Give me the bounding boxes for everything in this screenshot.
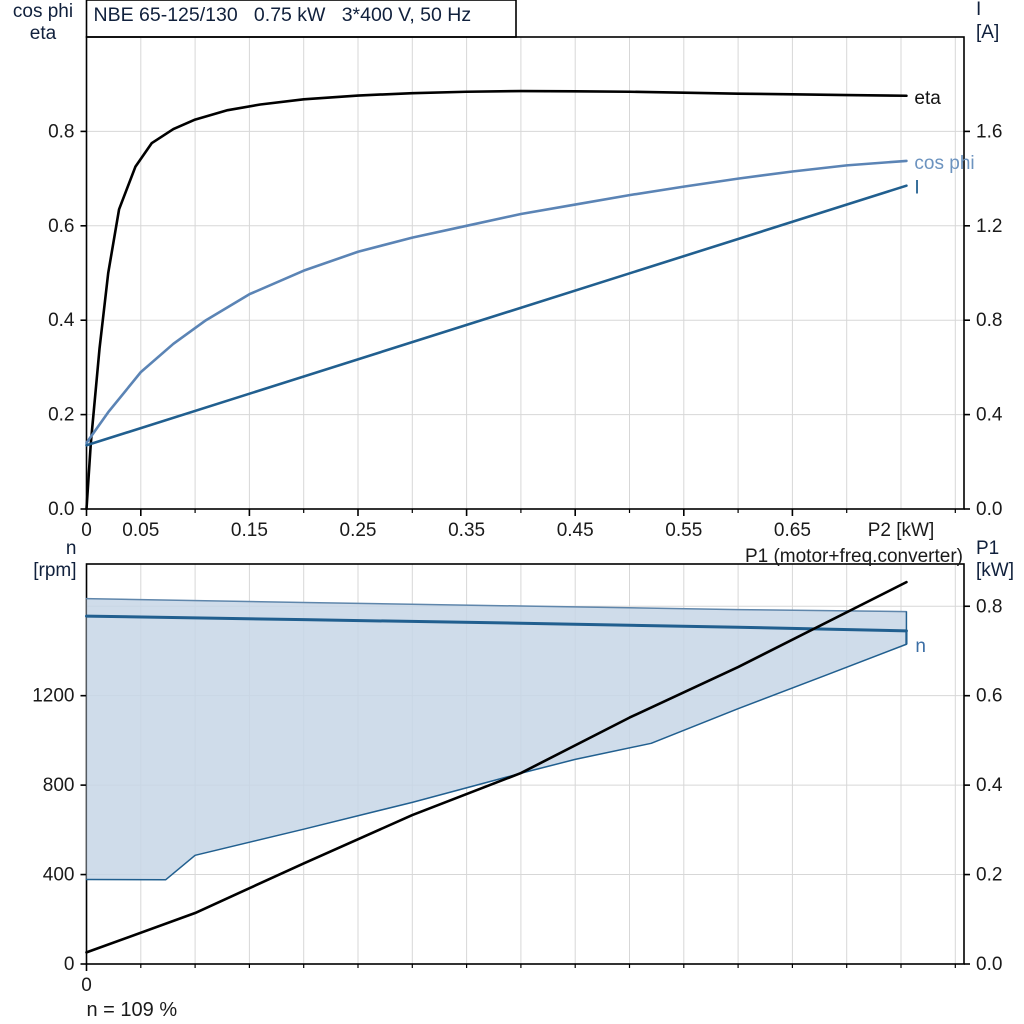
svg-text:0.0: 0.0: [976, 499, 1002, 520]
svg-text:0.4: 0.4: [48, 310, 75, 331]
svg-text:n = 109 %: n = 109 %: [87, 999, 178, 1021]
svg-text:0.6: 0.6: [976, 686, 1002, 707]
svg-text:0.8: 0.8: [48, 121, 74, 142]
svg-text:eta: eta: [30, 23, 57, 44]
svg-text:NBE 65-125/130 0.75 kW 3*4: NBE 65-125/130 0.75 kW 3*400 V, 50 Hz: [94, 4, 472, 26]
svg-text:0.2: 0.2: [48, 405, 74, 426]
svg-text:0.25: 0.25: [340, 520, 377, 541]
svg-text:0: 0: [64, 954, 75, 975]
svg-text:[kW]: [kW]: [976, 560, 1014, 581]
svg-text:0.8: 0.8: [976, 596, 1002, 617]
svg-text:0.8: 0.8: [976, 310, 1002, 331]
svg-text:0.15: 0.15: [231, 520, 268, 541]
svg-text:cos phi: cos phi: [13, 1, 73, 22]
svg-text:n: n: [66, 538, 77, 559]
svg-text:I: I: [914, 178, 919, 199]
svg-text:0.35: 0.35: [448, 520, 485, 541]
svg-text:P2 [kW]: P2 [kW]: [868, 520, 935, 541]
svg-text:cos phi: cos phi: [914, 153, 974, 174]
svg-text:0.0: 0.0: [48, 499, 74, 520]
svg-text:0.55: 0.55: [665, 520, 702, 541]
svg-text:800: 800: [43, 775, 75, 796]
svg-text:1200: 1200: [32, 686, 74, 707]
svg-text:eta: eta: [914, 88, 941, 109]
svg-text:I: I: [976, 0, 981, 20]
svg-text:0.4: 0.4: [976, 405, 1003, 426]
svg-text:0.05: 0.05: [122, 520, 159, 541]
svg-text:0.4: 0.4: [976, 775, 1003, 796]
svg-text:[A]: [A]: [976, 22, 999, 43]
svg-text:0.2: 0.2: [976, 865, 1002, 886]
svg-text:n: n: [915, 636, 926, 657]
svg-text:0.65: 0.65: [774, 520, 811, 541]
svg-text:400: 400: [43, 865, 75, 886]
svg-text:1.6: 1.6: [976, 121, 1002, 142]
svg-text:[rpm]: [rpm]: [33, 560, 76, 581]
svg-text:1.2: 1.2: [976, 216, 1002, 237]
svg-text:P1: P1: [976, 538, 999, 559]
svg-text:0: 0: [81, 975, 92, 996]
svg-text:0.45: 0.45: [557, 520, 594, 541]
svg-text:P1 (motor+freq.converter): P1 (motor+freq.converter): [745, 546, 963, 567]
svg-text:0.0: 0.0: [976, 954, 1002, 975]
svg-text:0.6: 0.6: [48, 216, 74, 237]
svg-text:0: 0: [81, 520, 92, 541]
